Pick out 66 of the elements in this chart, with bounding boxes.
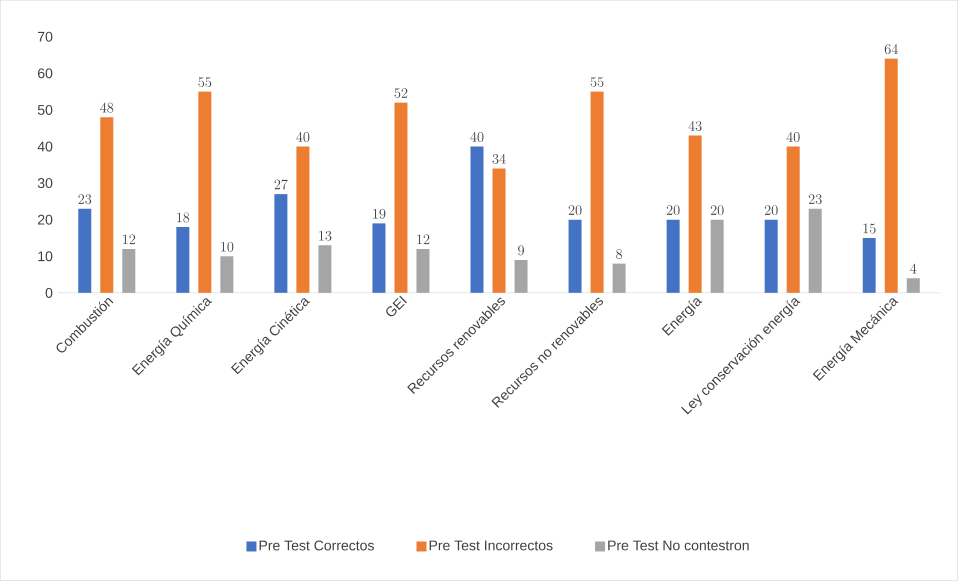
bar [470,146,484,293]
bar [786,146,800,293]
bar [318,245,332,293]
bar [666,220,680,293]
legend-label: Pre Test Correctos [260,540,374,551]
y-tick-label: 50 [38,105,52,115]
bar [514,260,528,293]
data-label: 20 [666,205,680,216]
bar [710,220,724,293]
bar [372,223,386,293]
data-label: 20 [764,205,778,216]
y-tick-label: 60 [38,68,52,78]
data-label: 13 [319,230,332,241]
bar [198,92,212,293]
bar [492,168,506,293]
legend-label: Pre Test Incorrectos [430,540,553,551]
data-label: 20 [568,205,582,216]
data-label: 19 [373,209,386,219]
bar [590,92,604,293]
y-tick-label: 20 [38,214,52,225]
data-label: 12 [123,234,136,244]
data-label: 10 [221,242,234,252]
y-tick-label: 10 [38,251,52,262]
bar [808,208,822,293]
bar [568,220,582,293]
bar [274,194,288,293]
data-label: 4 [910,264,916,274]
data-label: 18 [177,212,190,223]
y-tick-label: 30 [38,178,52,188]
bar [78,208,92,293]
data-label: 40 [296,132,310,142]
y-tick-label: 70 [38,32,52,42]
data-label: 64 [884,44,898,54]
data-label: 34 [492,154,506,164]
data-label: 20 [710,205,724,216]
data-label: 23 [78,194,92,204]
bar [296,146,310,293]
bar [764,220,778,293]
data-label: 23 [808,194,822,204]
x-tick-label: GEI [386,296,407,316]
data-label: 55 [590,77,604,88]
data-label: 43 [688,121,702,132]
data-label: 40 [470,132,484,142]
bar [176,227,190,293]
y-tick-label: 0 [46,288,52,298]
bar [612,264,626,293]
data-label: 27 [274,180,288,190]
data-label: 55 [198,77,212,88]
data-label: 12 [417,234,430,244]
bar [220,256,234,293]
data-label: 8 [616,249,622,260]
y-tick-label: 40 [38,142,52,152]
bar [862,238,876,293]
data-label: 48 [100,102,114,113]
bar [100,117,114,293]
data-label: 52 [394,88,408,98]
bar [884,58,898,293]
data-label: 40 [786,132,800,142]
legend-label: Pre Test No contestron [608,540,749,551]
bar [688,136,702,293]
data-label: 9 [518,246,524,256]
data-label: 15 [864,224,876,234]
bar [416,249,430,293]
bar [906,278,920,293]
bar [394,102,408,293]
bar [122,249,136,293]
